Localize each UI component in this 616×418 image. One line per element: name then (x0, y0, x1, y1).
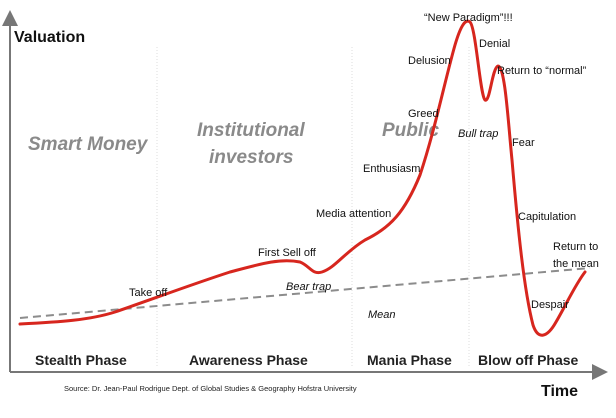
mean-line (19, 267, 591, 319)
group-public: Public (382, 120, 439, 141)
label-bull-trap: Bull trap (458, 128, 498, 140)
label-enthusiasm: Enthusiasm (363, 163, 420, 175)
label-take-off: Take off (129, 287, 168, 299)
label-bear-trap: Bear trap (286, 281, 331, 293)
label-denial: Denial (479, 38, 510, 50)
group-institutional: Institutional (197, 120, 305, 141)
phase-mania: Mania Phase (367, 352, 452, 368)
label-return-normal: Return to “normal” (497, 65, 587, 77)
label-media-attention: Media attention (316, 208, 391, 220)
label-mean: Mean (368, 309, 396, 321)
label-capitulation: Capitulation (518, 211, 576, 223)
label-greed: Greed (408, 108, 439, 120)
x-axis-label: Time (541, 383, 578, 400)
phase-awareness: Awareness Phase (189, 352, 308, 368)
label-despair: Despair (531, 299, 569, 311)
label-return-mean-1: Return to (553, 241, 598, 253)
label-first-sell-off: First Sell off (258, 247, 317, 259)
y-axis-label: Valuation (14, 29, 85, 46)
label-fear: Fear (512, 137, 535, 149)
label-new-paradigm: “New Paradigm”!!! (424, 12, 513, 24)
valuation-curve (18, 19, 587, 337)
label-return-mean-2: the mean (553, 258, 599, 270)
phase-blow-off: Blow off Phase (478, 352, 579, 368)
source-note: Source: Dr. Jean-Paul Rodrigue Dept. of … (64, 384, 357, 393)
group-investors: investors (209, 147, 293, 168)
group-smart-money: Smart Money (28, 134, 149, 155)
phase-stealth: Stealth Phase (35, 352, 127, 368)
label-delusion: Delusion (408, 55, 451, 67)
